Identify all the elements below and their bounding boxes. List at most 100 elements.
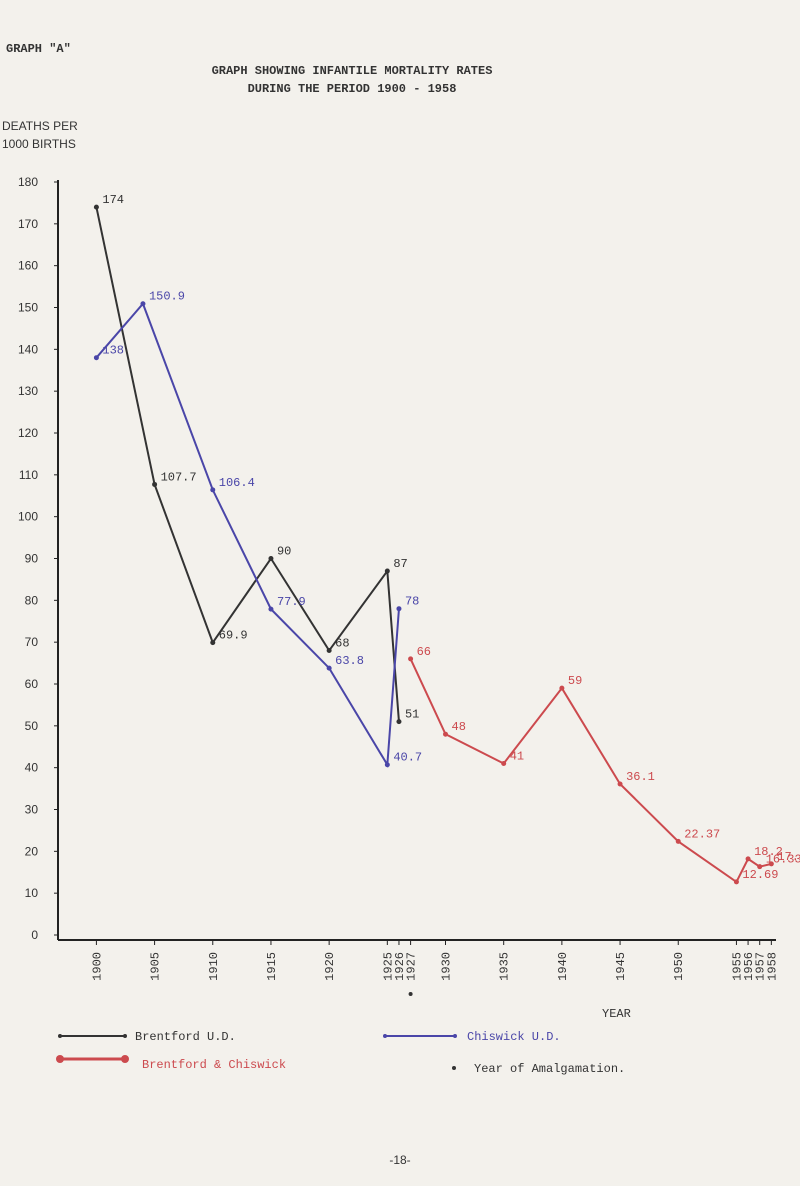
x-tick-label: 1935 bbox=[498, 952, 512, 981]
y-tick-label: 140 bbox=[18, 342, 38, 356]
point bbox=[93, 355, 99, 361]
x-tick-label: 1945 bbox=[614, 952, 628, 981]
amalgamation-marker bbox=[408, 992, 413, 996]
y-tick-label: 50 bbox=[25, 719, 39, 733]
y-tick-label: 90 bbox=[25, 552, 39, 566]
point bbox=[152, 481, 158, 487]
point bbox=[617, 781, 623, 787]
x-tick-label: 1925 bbox=[381, 952, 395, 981]
page-header: GRAPH "A" bbox=[6, 42, 71, 56]
point bbox=[733, 879, 739, 885]
data-label: 12.69 bbox=[742, 868, 778, 882]
legend-dot bbox=[121, 1055, 129, 1063]
point bbox=[396, 719, 402, 725]
data-label: 66 bbox=[417, 645, 431, 659]
point bbox=[210, 640, 216, 646]
x-tick-label: 1955 bbox=[730, 952, 744, 981]
data-label: 40.7 bbox=[393, 751, 422, 765]
y-tick-label: 110 bbox=[19, 468, 38, 482]
amalgamation-legend-dot bbox=[452, 1066, 456, 1070]
point bbox=[396, 606, 402, 612]
legend-dot bbox=[453, 1034, 457, 1038]
data-label: 22.37 bbox=[684, 827, 720, 841]
data-label: 90 bbox=[277, 545, 291, 559]
point bbox=[408, 656, 414, 662]
x-tick-label: 1957 bbox=[754, 952, 768, 981]
point bbox=[268, 606, 274, 612]
x-tick-label: 1930 bbox=[440, 952, 454, 981]
x-axis-label: YEAR bbox=[602, 1007, 631, 1021]
x-tick-label: 1905 bbox=[149, 952, 163, 981]
legend-dot bbox=[58, 1034, 62, 1038]
y-tick-label: 70 bbox=[25, 635, 39, 649]
legend-label: Brentford U.D. bbox=[135, 1030, 236, 1044]
data-label: 18.2 bbox=[754, 845, 783, 859]
y-tick-label: 80 bbox=[25, 593, 39, 607]
chart-title: GRAPH SHOWING INFANTILE MORTALITY RATES bbox=[212, 64, 493, 78]
point bbox=[443, 731, 449, 737]
point bbox=[675, 838, 681, 844]
data-label: 16.33 bbox=[766, 853, 800, 867]
y-tick-label: 170 bbox=[18, 217, 38, 231]
y-tick-label: 60 bbox=[25, 677, 39, 691]
series-line bbox=[95, 206, 400, 722]
y-tick-label: 160 bbox=[18, 259, 38, 273]
data-label: 59 bbox=[568, 674, 582, 688]
point bbox=[559, 685, 565, 691]
x-tick-label: 1940 bbox=[556, 952, 570, 981]
data-label: 77.9 bbox=[277, 595, 306, 609]
y-tick-label: 30 bbox=[25, 803, 39, 817]
legend-dot bbox=[383, 1034, 387, 1038]
x-tick-label: 1900 bbox=[90, 952, 104, 981]
data-label: 87 bbox=[393, 557, 407, 571]
y-tick-label: 180 bbox=[18, 175, 38, 189]
y-tick-label: 20 bbox=[25, 844, 39, 858]
y-tick-label: 120 bbox=[18, 426, 38, 440]
x-tick-label: 1956 bbox=[742, 952, 756, 981]
y-tick-label: 100 bbox=[18, 510, 38, 524]
data-label: 48 bbox=[452, 720, 466, 734]
x-tick-label: 1958 bbox=[765, 952, 779, 981]
y-tick-label: 150 bbox=[18, 301, 38, 315]
point bbox=[210, 487, 216, 493]
x-tick-label: 1927 bbox=[405, 952, 419, 981]
page-number: -18- bbox=[389, 1153, 410, 1167]
amalgamation-legend: Year of Amalgamation. bbox=[474, 1062, 625, 1076]
x-tick-label: 1926 bbox=[393, 952, 407, 981]
point bbox=[745, 856, 751, 862]
point bbox=[501, 760, 507, 766]
y-tick-label: 0 bbox=[31, 928, 38, 942]
point bbox=[93, 204, 99, 210]
data-label: 150.9 bbox=[149, 290, 185, 304]
data-label: 106.4 bbox=[219, 476, 255, 490]
series-line bbox=[95, 301, 400, 768]
y-tick-label: 10 bbox=[25, 886, 39, 900]
legend-label: Brentford & Chiswick bbox=[142, 1058, 286, 1072]
y-axis-label: 1000 BIRTHS bbox=[2, 137, 76, 151]
data-label: 107.7 bbox=[161, 470, 197, 484]
x-tick-label: 1950 bbox=[672, 952, 686, 981]
point bbox=[384, 568, 390, 574]
data-label: 51 bbox=[405, 708, 419, 722]
data-label: 174 bbox=[102, 193, 124, 207]
series-line bbox=[409, 658, 772, 884]
legend-label: Chiswick U.D. bbox=[467, 1030, 561, 1044]
legend-dot bbox=[123, 1034, 127, 1038]
x-tick-label: 1915 bbox=[265, 952, 279, 981]
point bbox=[268, 556, 274, 561]
data-label: 36.1 bbox=[626, 770, 655, 784]
data-label: 41 bbox=[510, 749, 524, 763]
data-label: 138 bbox=[102, 344, 124, 358]
x-tick-label: 1920 bbox=[323, 952, 337, 981]
point bbox=[384, 762, 390, 768]
data-label: 17. bbox=[777, 850, 799, 864]
y-tick-label: 130 bbox=[18, 384, 38, 398]
data-label: 69.9 bbox=[219, 629, 248, 643]
y-tick-label: 40 bbox=[25, 761, 39, 775]
point bbox=[140, 301, 146, 307]
point bbox=[326, 648, 332, 654]
point bbox=[757, 864, 763, 870]
x-tick-label: 1910 bbox=[207, 952, 221, 981]
point bbox=[768, 861, 774, 867]
point bbox=[326, 665, 332, 671]
